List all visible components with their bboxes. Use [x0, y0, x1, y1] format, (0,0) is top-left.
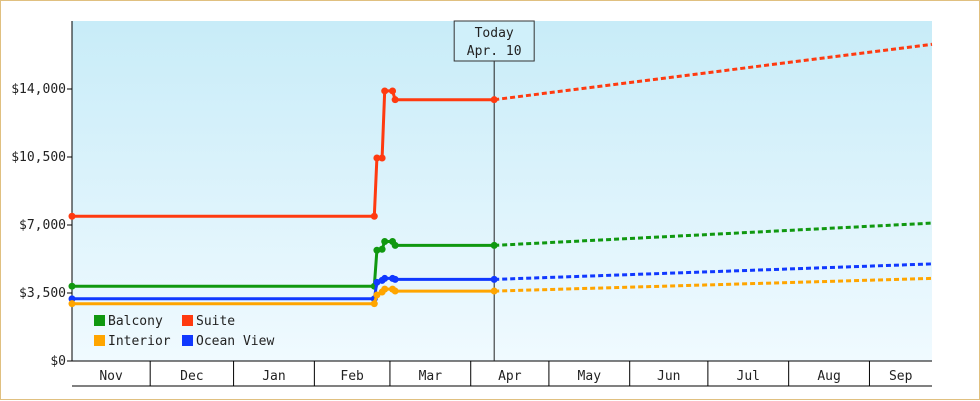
data-point	[391, 96, 399, 104]
legend: Balcony Suite Interior Ocean View	[94, 314, 274, 349]
x-tick-label: Nov	[99, 369, 123, 384]
x-tick-label: Mar	[419, 369, 443, 384]
y-tick-label: $3,500	[19, 286, 66, 301]
data-point	[490, 96, 498, 104]
legend-item-suite: Suite	[182, 314, 235, 329]
data-point	[381, 238, 389, 246]
today-label: Today	[475, 26, 514, 41]
data-point	[68, 282, 76, 290]
projection-line-suite	[494, 42, 933, 102]
projection-line-ocean-view	[494, 262, 933, 281]
data-point	[391, 287, 399, 295]
today-date: Apr. 10	[467, 44, 522, 59]
data-point	[381, 87, 389, 95]
data-point	[68, 295, 76, 303]
data-point	[373, 246, 381, 254]
legend-label: Interior	[108, 334, 171, 349]
x-tick-label: Jan	[262, 369, 285, 384]
legend-label: Ocean View	[196, 334, 274, 349]
data-point	[373, 154, 381, 162]
today-box	[453, 20, 535, 62]
data-point	[490, 287, 498, 295]
projection-line-interior	[494, 276, 933, 293]
legend-swatch	[182, 335, 193, 346]
series-suite	[68, 42, 933, 220]
data-point	[381, 274, 389, 282]
legend-item-interior: Interior	[94, 334, 171, 349]
x-tick-label: Jun	[657, 369, 680, 384]
legend-swatch	[94, 335, 105, 346]
legend-swatch	[94, 315, 105, 326]
plot-area	[72, 21, 932, 361]
series-lines	[68, 42, 933, 308]
x-tick-label: Dec	[180, 369, 203, 384]
data-point	[373, 291, 381, 299]
x-tick-label: Aug	[817, 369, 840, 384]
data-point	[490, 275, 498, 283]
y-axis: $0 $3,500 $7,000 $10,500 $14,000	[11, 21, 73, 369]
y-tick-label: $14,000	[11, 82, 66, 97]
data-point	[391, 275, 399, 283]
x-tick-label: Jul	[737, 369, 760, 384]
legend-label: Balcony	[108, 314, 163, 329]
y-tick-label: $10,500	[11, 150, 66, 165]
x-axis: Nov Dec Jan Feb Mar Apr May Jun Jul Aug Sep	[72, 360, 932, 387]
legend-item-balcony: Balcony	[94, 314, 163, 329]
x-tick-label: May	[578, 369, 602, 384]
today-marker: Today Apr. 10	[453, 20, 535, 361]
legend-item-ocean-view: Ocean View	[182, 334, 274, 349]
series-interior	[68, 276, 933, 308]
x-tick-label: Apr	[498, 369, 522, 384]
projection-line-balcony	[494, 221, 933, 247]
legend-swatch	[182, 315, 193, 326]
data-point	[68, 212, 76, 220]
data-point	[490, 241, 498, 249]
data-point	[68, 300, 76, 308]
data-point	[389, 87, 397, 95]
data-point	[370, 212, 378, 220]
legend-label: Suite	[196, 314, 235, 329]
x-tick-label: Sep	[889, 369, 913, 384]
y-tick-label: $7,000	[19, 218, 66, 233]
x-tick-label: Feb	[340, 369, 364, 384]
data-point	[370, 300, 378, 308]
data-point	[391, 241, 399, 249]
data-point	[378, 154, 386, 162]
y-tick-label: $0	[50, 354, 66, 369]
data-point	[381, 285, 389, 293]
data-point	[378, 245, 386, 253]
